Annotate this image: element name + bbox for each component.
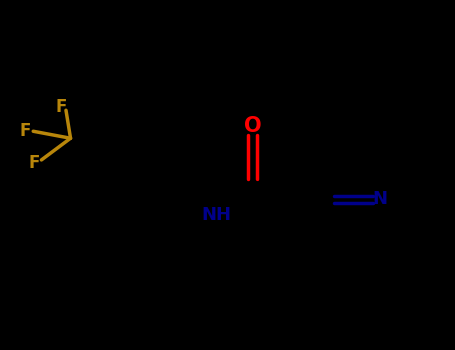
Text: F: F <box>56 98 67 116</box>
Text: N: N <box>373 190 387 209</box>
Text: O: O <box>244 116 261 136</box>
Text: F: F <box>19 122 30 140</box>
Text: F: F <box>28 154 40 172</box>
Text: NH: NH <box>201 206 231 224</box>
